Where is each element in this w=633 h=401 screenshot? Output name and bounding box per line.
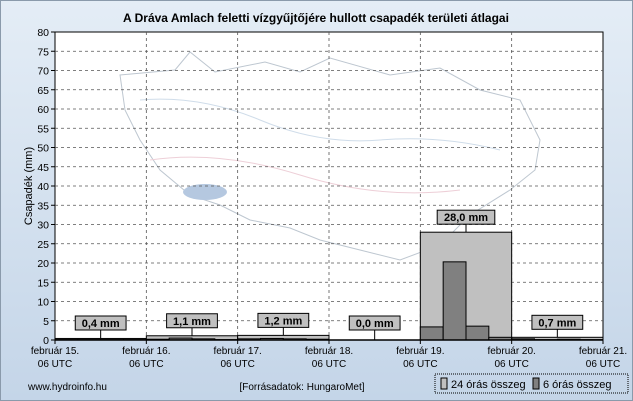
y-tick-label: 10 [37,297,49,309]
x-tick-label-date: február 20. [487,346,535,357]
data-label-box [257,312,310,328]
x-tick-label-date: február 16. [122,346,170,357]
data-label: 0,4 mm [82,318,120,330]
y-tick-label: 50 [37,143,49,155]
data-label: 1,2 mm [264,315,302,327]
y-tick-label: 5 [43,316,49,328]
chart-title: A Dráva Amlach feletti vízgyűjtőjére hul… [123,11,509,25]
data-label-box [166,313,218,329]
legend: 24 órás összeg 6 órás összeg [434,373,629,394]
data-label: 28,0 mm [444,212,488,224]
legend-swatch-6h [532,377,540,390]
y-tick-label: 30 [37,220,49,232]
data-label-box [74,315,127,331]
x-tick-label-time: 06 UTC [312,359,346,370]
y-tick-label: 25 [37,239,49,251]
y-tick-label: 35 [37,200,49,212]
data-label-box [436,209,496,225]
bar-6h [442,261,467,341]
x-tick-label-date: február 19. [396,346,444,357]
data-label: 0,0 mm [356,318,394,330]
bar-6h [419,326,444,341]
x-tick-label-time: 06 UTC [586,359,620,370]
x-tick-label-time: 06 UTC [494,359,528,370]
x-tick-label-time: 06 UTC [38,359,72,370]
y-tick-label: 75 [37,46,49,58]
x-tick-label-time: 06 UTC [403,359,437,370]
y-axis-label: Csapadék (mm) [23,147,35,225]
y-tick-label: 40 [37,181,49,193]
x-tick-label-date: február 17. [213,346,261,357]
y-tick-label: 55 [37,123,49,135]
y-tick-label: 65 [37,85,49,97]
y-tick-label: 20 [37,258,49,270]
y-tick-label: 80 [37,27,49,39]
y-tick-label: 45 [37,162,49,174]
y-tick-label: 0 [43,335,49,347]
basin-map-background [119,51,541,261]
x-tick-label-date: február 15. [31,346,79,357]
data-source: [Forrásadatok: HungaroMet] [239,382,364,393]
y-tick-label: 70 [37,66,49,78]
data-label: 1,1 mm [173,316,211,328]
legend-label-24h: 24 órás összeg [451,379,526,391]
x-tick-label-date: február 18. [305,346,353,357]
data-label-box [348,315,401,331]
x-tick-label-time: 06 UTC [220,359,254,370]
x-tick-label-time: 06 UTC [129,359,163,370]
y-tick-label: 60 [37,104,49,116]
data-label-box [531,314,584,330]
site-link[interactable]: www.hydroinfo.hu [27,382,107,393]
data-label: 0,7 mm [538,317,576,329]
bar-6h [465,325,490,341]
legend-label-6h: 6 órás összeg [543,379,611,391]
y-tick-label: 15 [37,277,49,289]
plot-area [54,31,604,341]
x-tick-label-date: február 21. [579,346,627,357]
legend-swatch-24h [440,377,448,390]
